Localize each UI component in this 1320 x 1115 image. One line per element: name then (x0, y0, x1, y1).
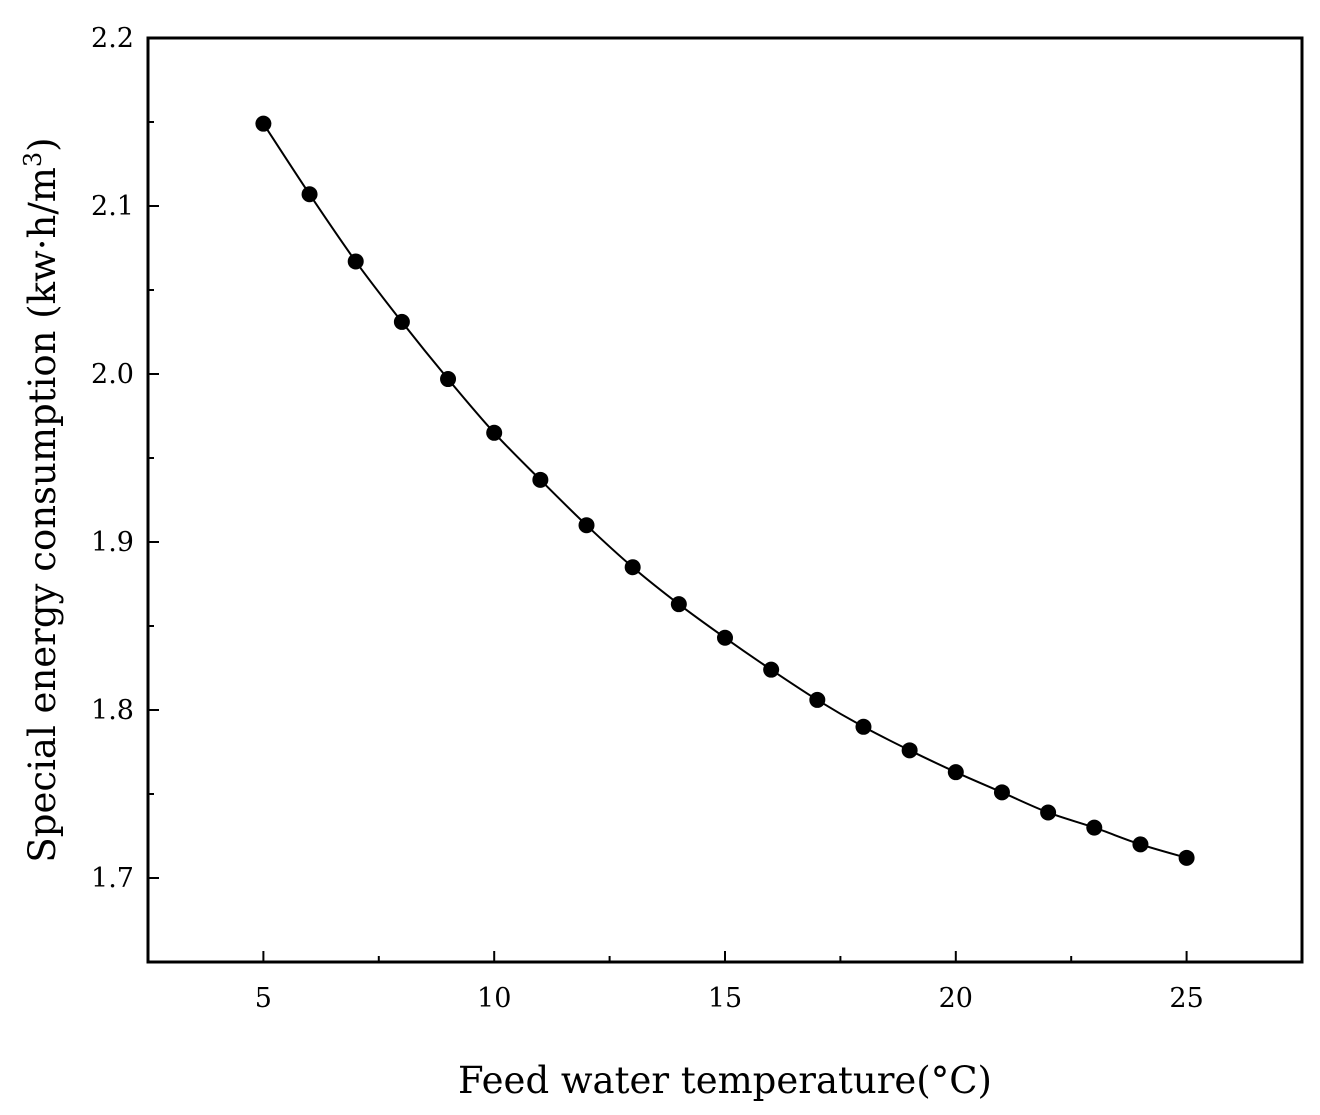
y-tick-label: 2.1 (91, 191, 134, 222)
data-point (440, 371, 457, 388)
data-point (578, 517, 595, 534)
data-point (717, 629, 733, 646)
data-point (763, 661, 780, 678)
data-point (255, 115, 272, 132)
series-line (262, 123, 1187, 859)
data-point (670, 596, 687, 613)
y-axis-title: Special energy consumption (kw·h/m3) (19, 137, 64, 862)
y-axis-title-close: ) (21, 137, 64, 151)
y-axis-title-superscript: 3 (19, 152, 47, 167)
x-tick-label: 20 (939, 983, 973, 1014)
data-point (993, 784, 1010, 801)
data-point (809, 691, 826, 708)
x-axis-title: Feed water temperature(°C) (458, 1059, 992, 1102)
data-point (624, 559, 641, 576)
data-point (1040, 804, 1057, 821)
y-tick-label: 1.7 (91, 863, 134, 894)
x-tick-label: 15 (708, 983, 742, 1014)
data-point (486, 424, 503, 441)
data-point (301, 186, 318, 203)
x-tick-label: 5 (255, 983, 272, 1014)
x-tick-label: 10 (477, 983, 511, 1014)
data-point (1178, 849, 1195, 866)
y-tick-label: 1.8 (91, 695, 134, 726)
data-point (855, 718, 872, 735)
data-point (393, 313, 410, 330)
data-point (901, 742, 918, 759)
plot-frame (146, 36, 1304, 964)
data-point (532, 471, 549, 488)
data-point (1086, 819, 1103, 836)
x-tick-label: 25 (1169, 983, 1203, 1014)
axes: 5 10 15 20 25 1.7 1.8 1.9 2.0 2.1 2.2 (91, 23, 1304, 1014)
y-tick-label: 1.9 (91, 527, 134, 558)
data-point (347, 253, 364, 270)
data-point (1132, 836, 1149, 853)
y-tick-label: 2.0 (91, 359, 134, 390)
data-point (947, 764, 964, 781)
y-axis-title-main: Special energy consumption (kw·h/m (21, 167, 64, 862)
y-tick-label: 2.2 (91, 23, 134, 54)
series-layer (255, 115, 1195, 866)
